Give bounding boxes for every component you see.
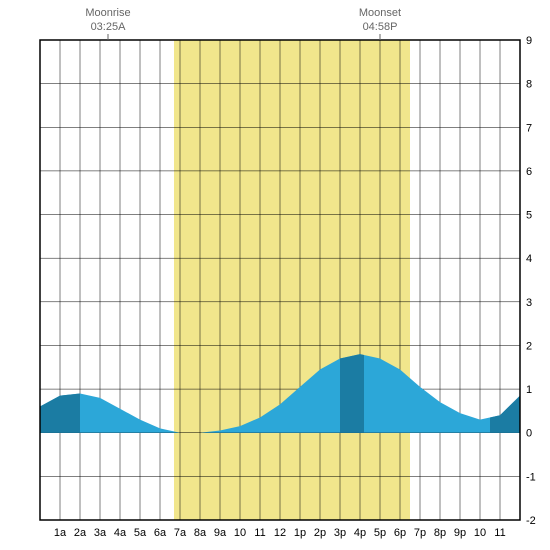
x-tick-label: 9a <box>214 527 227 539</box>
x-tick-label: 2a <box>74 527 87 539</box>
chart-svg: -2-101234567891a2a3a4a5a6a7a8a9a1011121p… <box>0 0 550 550</box>
x-tick-label: 8a <box>194 527 207 539</box>
x-tick-label: 7a <box>174 527 187 539</box>
y-tick-label: -2 <box>526 515 536 527</box>
tide-area-dark-2 <box>490 396 520 433</box>
x-tick-label: 4p <box>354 527 366 539</box>
tide-chart: -2-101234567891a2a3a4a5a6a7a8a9a1011121p… <box>0 0 550 550</box>
tide-area-dark-1 <box>340 354 364 433</box>
x-tick-label: 3p <box>334 527 346 539</box>
y-tick-label: 4 <box>526 253 532 265</box>
y-tick-label: 3 <box>526 297 532 309</box>
x-tick-label: 3a <box>94 527 107 539</box>
y-tick-label: 1 <box>526 384 532 396</box>
y-tick-label: 7 <box>526 122 532 134</box>
x-tick-label: 11 <box>494 527 505 539</box>
moonrise-label: Moonrise <box>85 7 130 19</box>
x-tick-label: 6p <box>394 527 406 539</box>
x-tick-label: 5p <box>374 527 386 539</box>
x-tick-label: 5a <box>134 527 147 539</box>
x-tick-label: 6a <box>154 527 167 539</box>
tide-area-dark-0 <box>40 393 80 432</box>
y-tick-label: 8 <box>526 79 532 91</box>
y-tick-label: 6 <box>526 166 532 178</box>
moonrise-time: 03:25A <box>91 21 127 33</box>
x-tick-label: 11 <box>254 527 265 539</box>
x-tick-label: 8p <box>434 527 446 539</box>
moonset-label: Moonset <box>359 7 401 19</box>
y-tick-label: -1 <box>526 471 536 483</box>
x-tick-label: 1a <box>54 527 67 539</box>
x-tick-label: 12 <box>274 527 286 539</box>
x-tick-label: 7p <box>414 527 426 539</box>
x-tick-label: 1p <box>294 527 306 539</box>
x-tick-label: 4a <box>114 527 127 539</box>
x-tick-label: 2p <box>314 527 326 539</box>
moonset-time: 04:58P <box>363 21 398 33</box>
x-tick-label: 9p <box>454 527 466 539</box>
x-tick-label: 10 <box>234 527 246 539</box>
y-tick-label: 0 <box>526 428 532 440</box>
x-tick-label: 10 <box>474 527 486 539</box>
y-tick-label: 9 <box>526 35 532 47</box>
daylight-band <box>174 40 410 520</box>
y-tick-label: 5 <box>526 210 532 222</box>
y-tick-label: 2 <box>526 340 532 352</box>
